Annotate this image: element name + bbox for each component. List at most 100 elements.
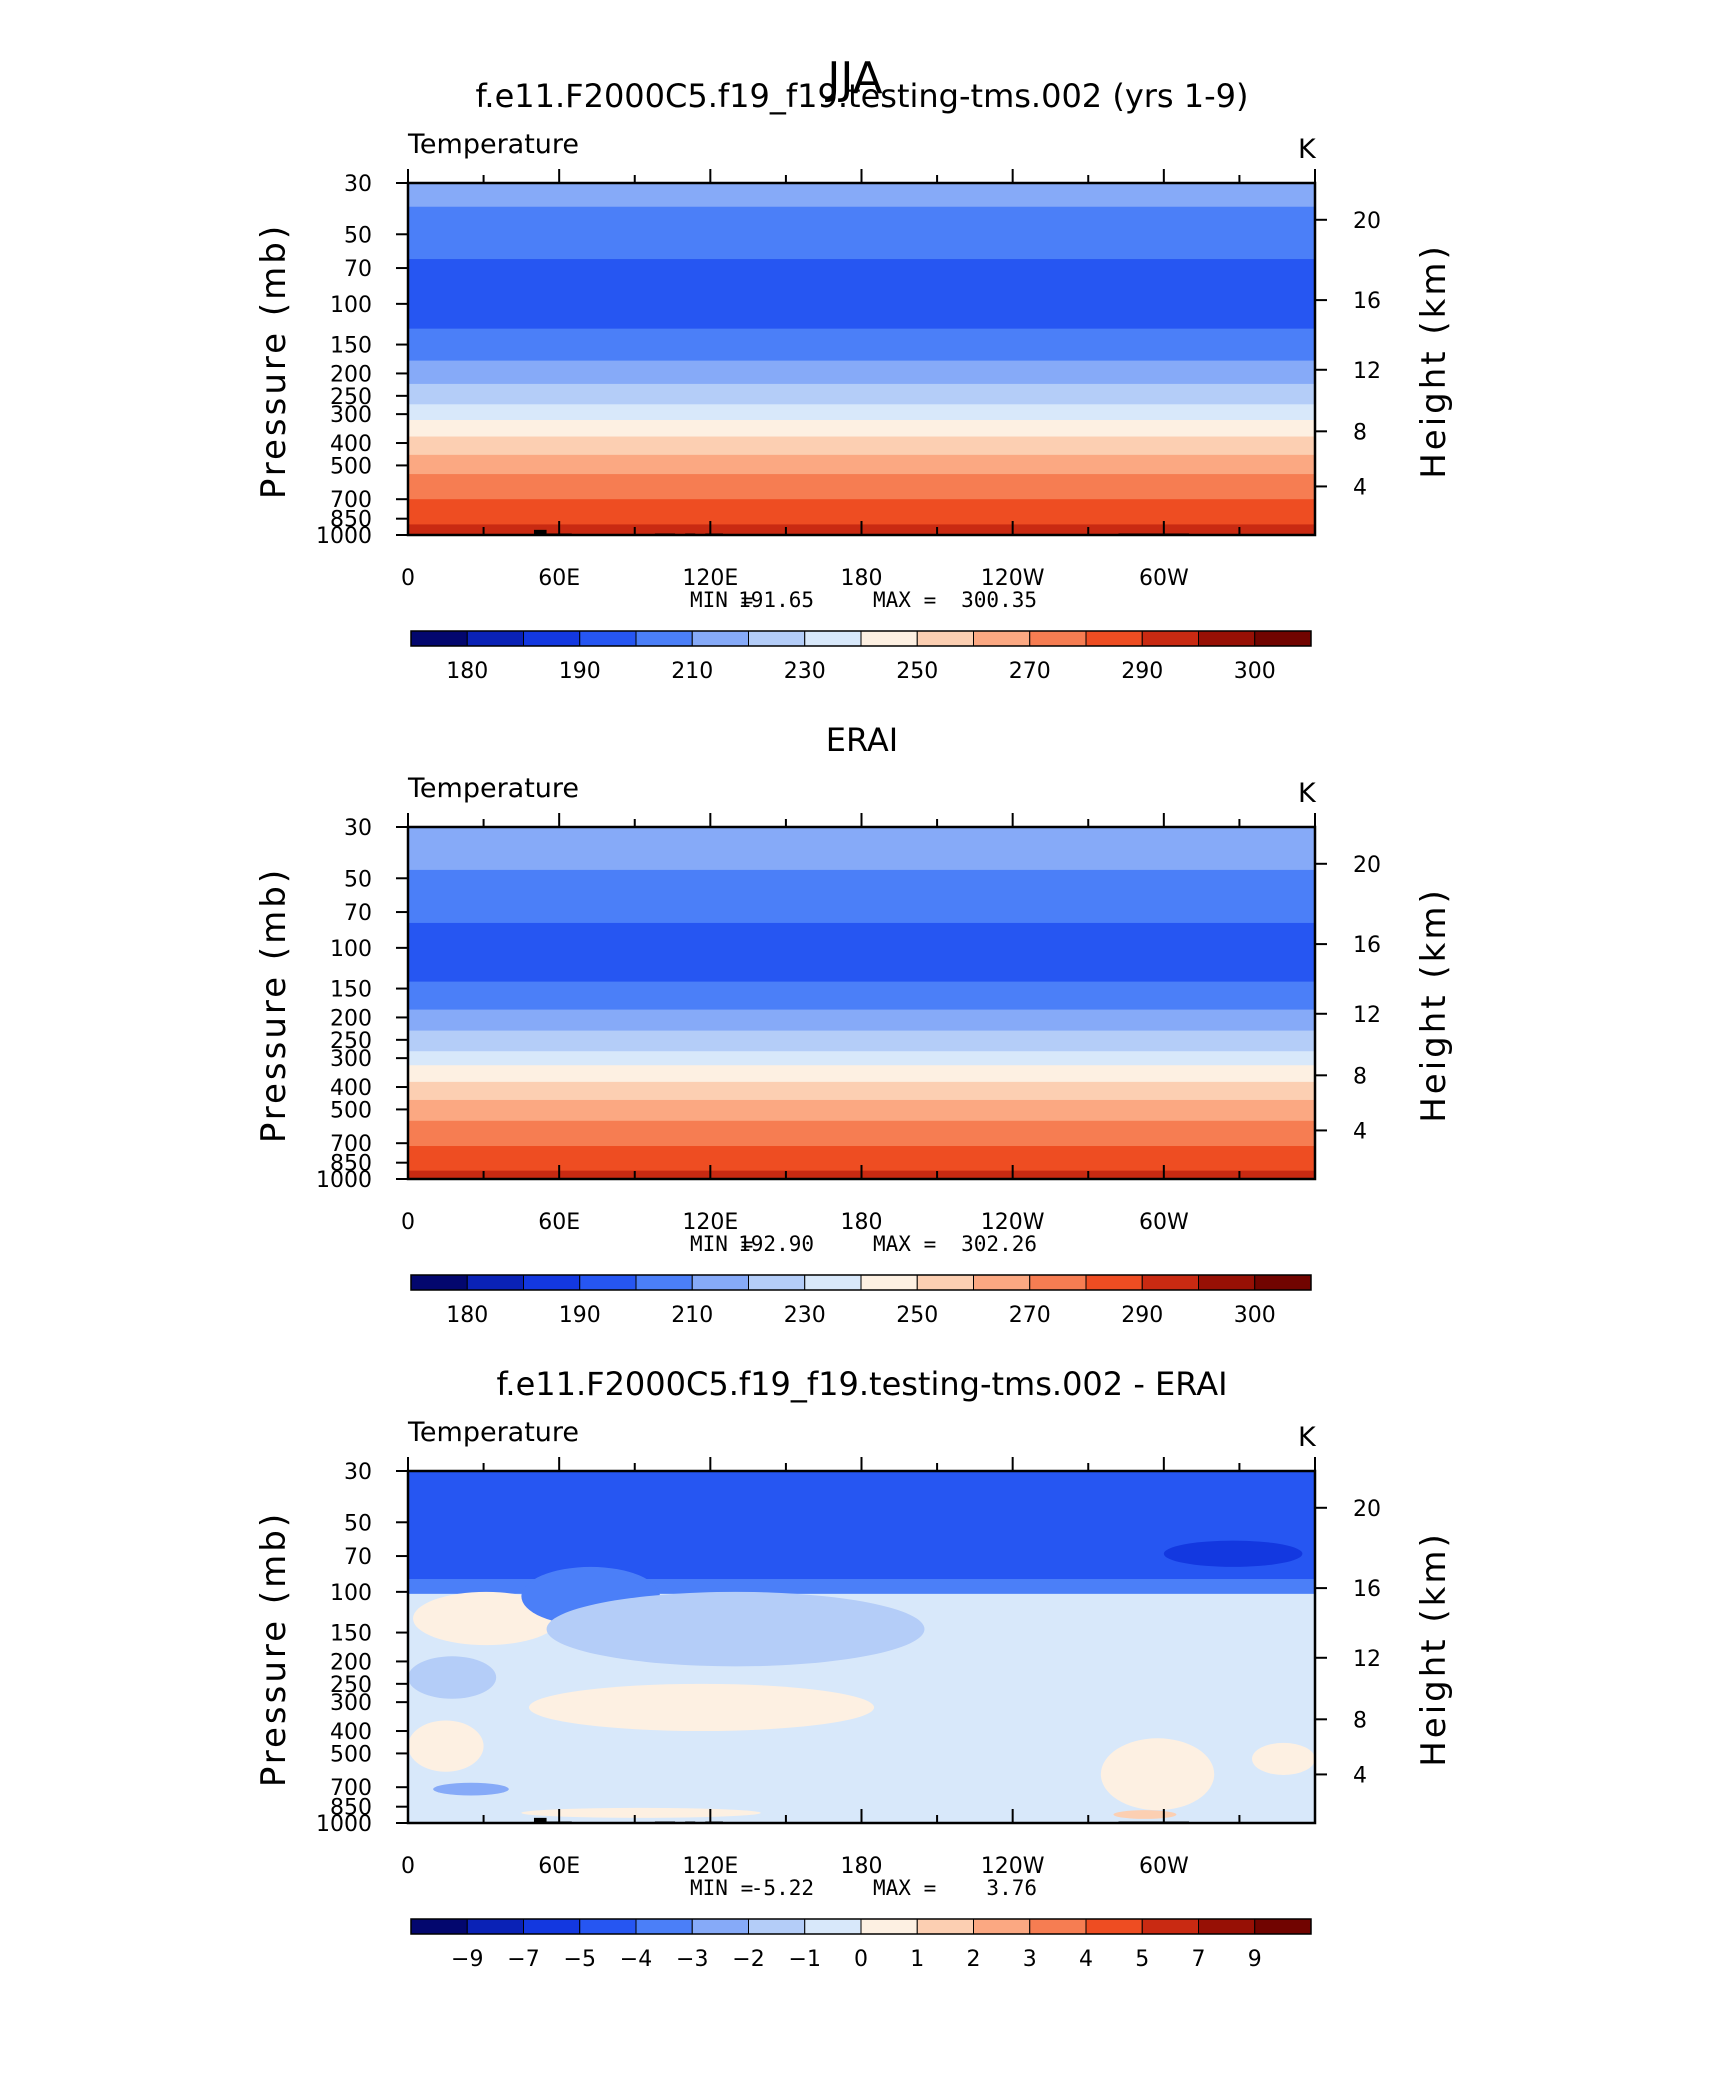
height-tick-label: 20 (1353, 1497, 1381, 1522)
colorbar-label: 250 (896, 659, 938, 684)
y-axis-title: Pressure (mb) (254, 1511, 294, 1787)
colorbar-box (410, 1918, 468, 1935)
colorbar-box (973, 1274, 1031, 1291)
contour-region (528, 1683, 875, 1732)
contour-band (408, 827, 1315, 871)
colorbar-box (1029, 1274, 1087, 1291)
contour-band (408, 1471, 1315, 1581)
colorbar-label: 300 (1234, 1303, 1276, 1328)
colorbar-box (804, 1274, 862, 1291)
height-tick-label: 8 (1353, 420, 1367, 445)
colorbar-box (916, 630, 974, 647)
height-tick-label: 4 (1353, 1763, 1367, 1788)
y-tick-label: 150 (330, 978, 372, 1003)
y-tick-label: 700 (330, 1776, 372, 1801)
x-tick-label: 120E (682, 1210, 738, 1235)
contour-band (408, 404, 1315, 421)
colorbar-box (1254, 1918, 1312, 1935)
colorbar-label: −4 (620, 1947, 652, 1972)
colorbar-box (1198, 1918, 1256, 1935)
max-label: MAX = (873, 588, 936, 612)
colorbar-box (1029, 1918, 1087, 1935)
colorbar-box (1198, 630, 1256, 647)
colorbar-box (410, 1274, 468, 1291)
contour-field (408, 183, 1315, 535)
max-value: 3.76 (986, 1876, 1037, 1900)
units-label: K (1298, 1422, 1317, 1453)
colorbar-label: 190 (559, 1303, 601, 1328)
colorbar-box (1141, 1918, 1199, 1935)
colorbar-box (1141, 630, 1199, 647)
colorbar-label: 9 (1248, 1947, 1262, 1972)
colorbar-box (748, 1918, 806, 1935)
contour-region (408, 1720, 484, 1772)
colorbar-label: 290 (1121, 1303, 1163, 1328)
contour-region (1113, 1810, 1177, 1819)
colorbar-box (410, 630, 468, 647)
contour-band (408, 1009, 1315, 1032)
colorbar-box (523, 1274, 581, 1291)
y-tick-label: 850 (330, 508, 372, 533)
y-tick-label: 30 (344, 172, 372, 197)
contour-field (408, 1471, 1315, 1823)
height-tick-label: 16 (1353, 289, 1381, 314)
y-tick-label: 250 (330, 385, 372, 410)
colorbar-label: −9 (451, 1947, 483, 1972)
contour-band (408, 1065, 1315, 1083)
colorbar-frame (410, 630, 1312, 647)
contour-band (408, 419, 1315, 438)
y-tick-label: 50 (344, 867, 372, 892)
y-tick-label: 500 (330, 1098, 372, 1123)
contour-region (546, 1591, 925, 1667)
colorbar-label: 230 (784, 659, 826, 684)
x-tick-label: 60W (1139, 1854, 1189, 1879)
min-label: MIN = (690, 1876, 753, 1900)
contour-band (408, 436, 1315, 456)
colorbar-box (1085, 1918, 1143, 1935)
colorbar-box (1254, 630, 1312, 647)
y-tick-label: 300 (330, 403, 372, 428)
contour-band (408, 206, 1315, 261)
colorbar-box (973, 1918, 1031, 1935)
colorbar-frame (410, 1918, 1312, 1935)
x-tick-label: 0 (401, 566, 415, 591)
panel-title: f.e11.F2000C5.f19_f19.testing-tms.002 - … (496, 1365, 1227, 1403)
colorbar-label: 210 (671, 1303, 713, 1328)
panel-3: f.e11.F2000C5.f19_f19.testing-tms.002 - … (254, 1365, 1454, 1972)
colorbar-label: 190 (559, 659, 601, 684)
y-tick-label: 1000 (316, 524, 372, 549)
min-label: MIN = (690, 1232, 753, 1256)
contour-band (408, 360, 1315, 385)
variable-label: Temperature (407, 1417, 579, 1448)
contour-band (408, 454, 1315, 476)
contour-region (1163, 1540, 1303, 1567)
y-tick-label: 1000 (316, 1168, 372, 1193)
figure-title: JJA (824, 53, 882, 104)
colorbar-label: −2 (732, 1947, 764, 1972)
max-value: 302.26 (961, 1232, 1037, 1256)
y-tick-label: 70 (344, 257, 372, 282)
y-tick-label: 400 (330, 432, 372, 457)
y-tick-label: 70 (344, 901, 372, 926)
contour-region (521, 1807, 761, 1818)
colorbar-label: −5 (564, 1947, 596, 1972)
colorbar-box (1085, 630, 1143, 647)
max-value: 300.35 (961, 588, 1037, 612)
colorbar-box (804, 630, 862, 647)
contour-region (413, 1591, 560, 1646)
y-tick-label: 300 (330, 1047, 372, 1072)
y-tick-label: 500 (330, 454, 372, 479)
x-tick-label: 60W (1139, 1210, 1189, 1235)
y-tick-label: 250 (330, 1029, 372, 1054)
contour-band (408, 922, 1315, 983)
contour-region (1252, 1742, 1315, 1776)
colorbar-label: −1 (789, 1947, 821, 1972)
y-tick-label: 300 (330, 1691, 372, 1716)
x-tick-label: 180 (841, 566, 883, 591)
colorbar-label: 2 (967, 1947, 981, 1972)
colorbar-label: 3 (1023, 1947, 1037, 1972)
y-axis-title: Pressure (mb) (254, 867, 294, 1143)
x-tick-label: 0 (401, 1854, 415, 1879)
y-tick-label: 1000 (316, 1812, 372, 1837)
